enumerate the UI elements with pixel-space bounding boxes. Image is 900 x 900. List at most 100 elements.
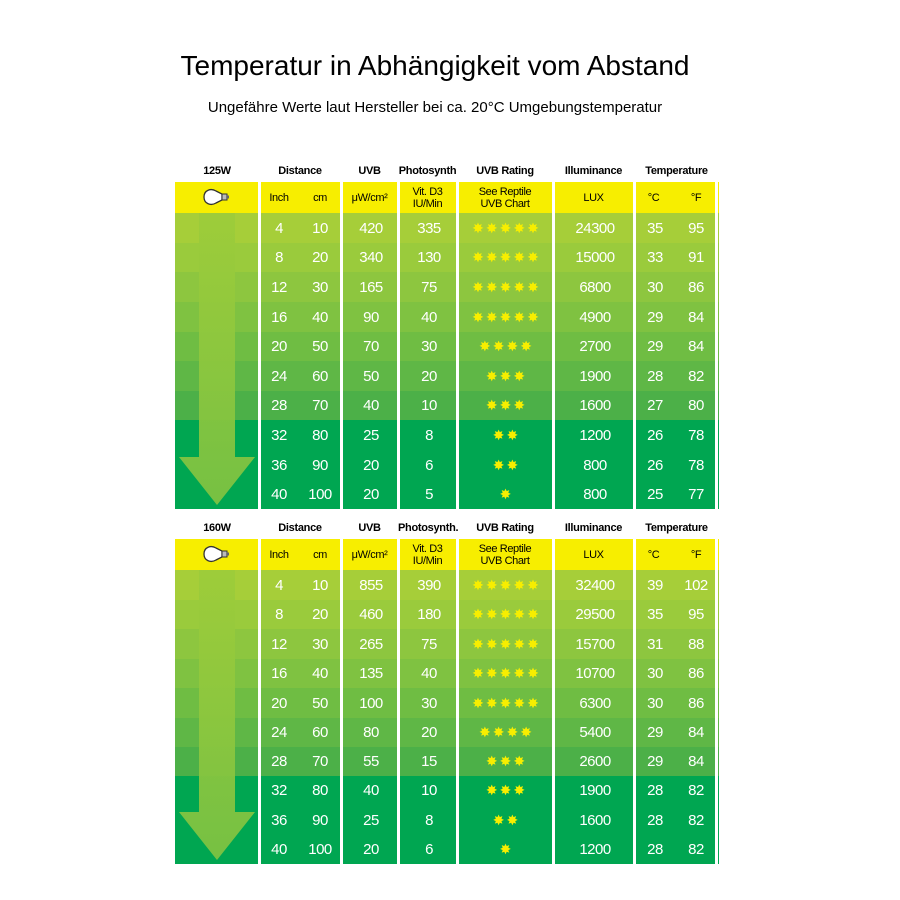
cell-d3: 10 (421, 397, 437, 414)
cell-lux: 6300 (579, 694, 611, 712)
cell-f: 86 (688, 278, 704, 296)
cell-f: 82 (688, 841, 704, 858)
cell-inch: 8 (275, 606, 283, 623)
table-row: 24 60 50 20 ✸✸✸ 1900 28 82 (175, 361, 719, 391)
subheader-band (175, 539, 719, 570)
cell-f: 95 (688, 606, 704, 623)
cell-inch: 12 (271, 635, 287, 653)
vitd3-unit: Vit. D3 IU/Min (412, 542, 443, 567)
cell-lux: 800 (583, 456, 607, 474)
cell-cm: 10 (312, 219, 328, 237)
cell-uvb: 25 (363, 811, 379, 829)
cell-f: 86 (688, 694, 704, 712)
cell-f: 95 (688, 219, 704, 237)
column-divider (552, 182, 555, 509)
temperature-header: Temperature (645, 522, 708, 534)
cell-d3: 130 (417, 249, 441, 266)
table-row: 28 70 40 10 ✸✸✸ 1600 27 80 (175, 391, 719, 420)
cell-d3: 180 (417, 606, 441, 623)
uvb-rating-stars: ✸✸✸✸ (479, 338, 534, 354)
column-divider (397, 539, 400, 864)
uvb-rating-stars: ✸ (499, 486, 514, 502)
cell-cm: 80 (312, 782, 328, 799)
cell-f: 78 (688, 426, 704, 444)
cell-cm: 40 (312, 308, 328, 326)
table-row: 8 20 460 180 ✸✸✸✸✸ 29500 35 95 (175, 600, 719, 629)
cell-uvb: 855 (359, 576, 383, 594)
uvb-rating-stars: ✸✸✸✸✸ (472, 694, 541, 711)
cell-uvb: 420 (359, 219, 383, 237)
cell-c: 26 (647, 456, 663, 474)
cell-stars: ✸✸✸✸✸ (460, 600, 553, 629)
column-divider (456, 182, 459, 509)
cell-lux: 6800 (579, 278, 611, 296)
cell-lux: 29500 (575, 606, 615, 623)
uvb-rating-header: UVB Rating (476, 522, 534, 534)
cell-lux: 2700 (579, 338, 611, 355)
cell-uvb: 100 (359, 694, 383, 712)
cell-d3: 6 (425, 456, 433, 474)
cell-uvb: 265 (359, 635, 383, 653)
uvb-header: UVB (358, 165, 381, 177)
temperature-header: Temperature (645, 165, 708, 177)
cell-inch: 16 (271, 665, 287, 682)
cell-c: 29 (647, 753, 663, 770)
cell-lux: 24300 (575, 219, 615, 237)
page-subtitle: Ungefähre Werte laut Hersteller bei ca. … (207, 99, 663, 116)
cell-cm: 30 (312, 635, 328, 653)
cell-inch: 4 (275, 219, 283, 237)
table-row: 32 80 25 8 ✸✸ 1200 26 78 (175, 420, 719, 450)
cell-stars: ✸✸ (460, 420, 553, 450)
table-row: 40 100 20 5 ✸ 800 25 77 (175, 480, 719, 509)
cell-stars: ✸✸✸✸✸ (460, 570, 553, 600)
cell-c: 33 (647, 249, 663, 266)
rating-note: See Reptile UVB Chart (478, 542, 532, 567)
cell-uvb: 90 (363, 308, 379, 326)
cell-inch: 24 (271, 724, 287, 741)
uvb-rating-stars: ✸✸ (492, 426, 521, 443)
column-divider (715, 539, 718, 864)
cell-stars: ✸✸✸✸✸ (460, 302, 553, 332)
table-row: 8 20 340 130 ✸✸✸✸✸ 15000 33 91 (175, 243, 719, 272)
cell-c: 29 (647, 724, 663, 741)
cell-lux: 15700 (575, 635, 615, 653)
column-divider (633, 539, 636, 864)
lux-unit: LUX (583, 548, 604, 561)
cell-d3: 6 (425, 841, 433, 858)
cell-lux: 5400 (579, 724, 611, 741)
cell-d3: 75 (421, 278, 437, 296)
cell-inch: 16 (271, 308, 287, 326)
vitd3-unit: Vit. D3 IU/Min (412, 185, 443, 210)
cell-inch: 40 (271, 486, 287, 503)
cell-f: 77 (688, 486, 704, 503)
cell-lux: 1900 (579, 782, 611, 799)
cell-uvb: 460 (359, 606, 383, 623)
cell-c: 26 (647, 426, 663, 444)
celsius-unit: °C (647, 548, 660, 561)
cell-stars: ✸✸✸✸✸ (460, 688, 553, 718)
lamp-bulb-icon (202, 545, 232, 563)
cell-f: 80 (688, 397, 704, 414)
cell-f: 102 (684, 576, 708, 594)
cell-uvb: 165 (359, 278, 383, 296)
column-divider (552, 539, 555, 864)
table-row: 20 50 70 30 ✸✸✸✸ 2700 29 84 (175, 332, 719, 361)
cell-lux: 1900 (579, 367, 611, 385)
cell-inch: 4 (275, 576, 283, 594)
cell-lux: 1200 (579, 426, 611, 444)
cell-stars: ✸✸✸✸✸ (460, 629, 553, 659)
cell-d3: 40 (421, 665, 437, 682)
table-row: 36 90 25 8 ✸✸ 1600 28 82 (175, 805, 719, 835)
cell-f: 84 (688, 753, 704, 770)
cell-d3: 75 (421, 635, 437, 653)
uvb-header: UVB (358, 522, 381, 534)
cell-d3: 5 (425, 486, 433, 503)
cell-cm: 80 (312, 426, 328, 444)
table-row: 36 90 20 6 ✸✸ 800 26 78 (175, 450, 719, 480)
cell-inch: 40 (271, 841, 287, 858)
cell-f: 88 (688, 635, 704, 653)
cell-inch: 12 (271, 278, 287, 296)
cell-f: 84 (688, 308, 704, 326)
distance-header: Distance (278, 522, 322, 534)
lamp-bulb-icon (202, 188, 232, 206)
